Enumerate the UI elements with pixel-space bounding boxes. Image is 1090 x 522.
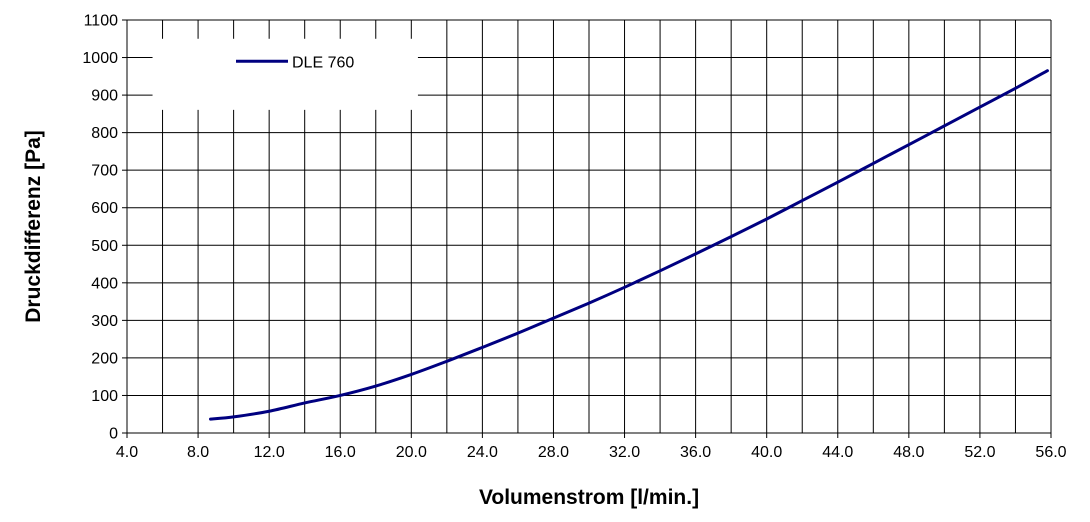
legend-box xyxy=(152,38,418,110)
y-axis-title: Druckdifferenz [Pa] xyxy=(22,130,45,323)
tick-labels: 0 100 200 300 400 500 600 700 800 900 1000 1100 4.0 8… xyxy=(82,13,1066,462)
x-tick-label: 28.0 xyxy=(538,444,569,461)
y-tick-label: 800 xyxy=(91,125,118,142)
series-layer xyxy=(209,69,1049,421)
x-tick-label: 12.0 xyxy=(254,444,285,461)
x-tick-label: 20.0 xyxy=(396,444,427,461)
x-tick-label: 40.0 xyxy=(751,444,782,461)
series-line-dle-760 xyxy=(209,69,1049,421)
x-axis-title: Volumenstrom [l/min.] xyxy=(479,486,699,509)
x-tick-label: 56.0 xyxy=(1035,444,1066,461)
legend-background xyxy=(152,38,418,110)
x-tick-label: 52.0 xyxy=(964,444,995,461)
y-tick-label: 500 xyxy=(91,238,118,255)
axes xyxy=(126,19,1052,434)
y-tick-label: 1000 xyxy=(82,50,118,67)
x-tick-label: 16.0 xyxy=(325,444,356,461)
y-tick-label: 1100 xyxy=(84,13,119,30)
y-tick-label: 400 xyxy=(91,275,118,292)
x-tick-label: 44.0 xyxy=(822,444,853,461)
x-tick-label: 36.0 xyxy=(680,444,711,461)
y-tick-label: 200 xyxy=(91,350,118,367)
y-tick-label: 300 xyxy=(91,313,118,330)
x-tick-label: 32.0 xyxy=(609,444,640,461)
x-tick-label: 4.0 xyxy=(116,444,138,461)
y-tick-label: 900 xyxy=(91,88,118,105)
y-tick-label: 0 xyxy=(109,426,118,443)
y-tick-label: 600 xyxy=(91,200,118,217)
x-tick-label: 8.0 xyxy=(187,444,209,461)
x-tick-label: 48.0 xyxy=(893,444,924,461)
legend: DLE 760 xyxy=(236,54,354,71)
y-tick-label: 700 xyxy=(91,163,118,180)
legend-label: DLE 760 xyxy=(292,54,354,71)
x-tick-label: 24.0 xyxy=(467,444,498,461)
y-tick-label: 100 xyxy=(91,388,118,405)
